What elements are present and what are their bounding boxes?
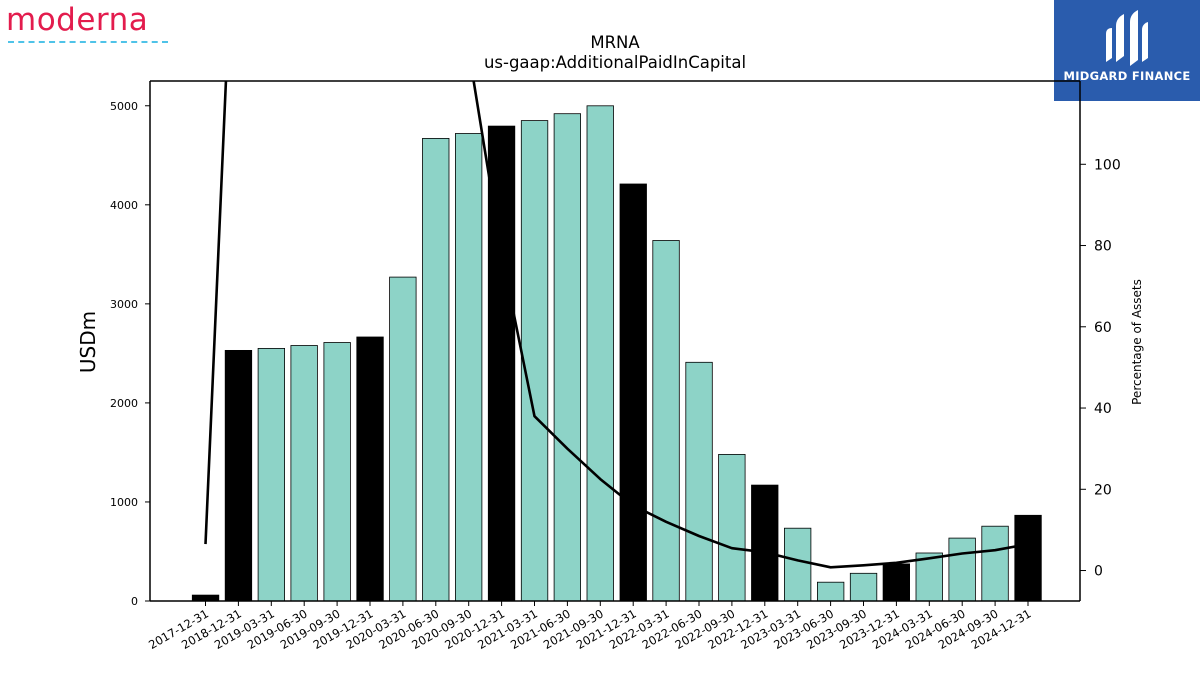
y-tick-label: 4000	[110, 199, 138, 212]
y2-tick-label: 40	[1094, 401, 1112, 417]
bar-2022-12-31	[751, 484, 779, 602]
y2-tick-label: 60	[1094, 320, 1112, 336]
bar-2023-06-30	[817, 581, 845, 602]
bar-2023-03-31	[784, 527, 812, 602]
bar-2021-03-31	[520, 120, 549, 602]
y2-tick-label: 80	[1094, 239, 1112, 255]
moderna-logo-text: moderna	[6, 2, 149, 38]
bar-2024-12-31	[1014, 514, 1042, 602]
percentage-line	[204, 81, 1029, 569]
chart-subtitle: us-gaap:AdditionalPaidInCapital	[484, 53, 746, 72]
bar-2021-06-30	[553, 113, 581, 602]
bar-2019-03-31	[257, 347, 286, 602]
bar-2020-03-31	[389, 276, 417, 602]
y-tick-label: 0	[131, 595, 138, 608]
midgard-logo-mark	[1054, 0, 1200, 101]
y-tick-label: 5000	[110, 100, 138, 113]
bar-2018-12-31	[224, 349, 253, 602]
bar-series	[191, 105, 1042, 602]
bar-2024-09-30	[981, 525, 1009, 602]
y-tick-label: 3000	[110, 298, 138, 311]
bar-2019-06-30	[290, 345, 318, 602]
midgard-finance-badge: MIDGARD FINANCE	[1054, 0, 1200, 101]
y2-axis-label: Percentage of Assets	[1130, 279, 1144, 405]
bar-2017-12-31	[191, 594, 220, 602]
moderna-logo: moderna	[6, 2, 176, 46]
bar-2021-12-31	[619, 183, 647, 602]
y2-tick-label: 0	[1094, 564, 1103, 580]
bar-2022-09-30	[718, 453, 746, 602]
logo-underline	[8, 41, 168, 43]
y-tick-label: 1000	[110, 496, 138, 509]
bar-2022-06-30	[685, 361, 713, 602]
bar-2019-09-30	[323, 342, 351, 602]
bar-2020-06-30	[422, 137, 450, 602]
bar-2024-06-30	[948, 537, 976, 602]
percentage-line-series	[204, 81, 1029, 569]
bar-2022-03-31	[652, 240, 680, 602]
bar-2023-09-30	[849, 572, 878, 602]
y2-tick-label: 100	[1094, 157, 1121, 173]
y-axis-label: USDm	[76, 311, 100, 373]
publisher-name: MIDGARD FINANCE	[1063, 69, 1191, 83]
y-tick-label: 2000	[110, 397, 138, 410]
y2-tick-label: 20	[1094, 482, 1112, 498]
bar-2021-09-30	[586, 105, 614, 602]
bar-2023-12-31	[882, 563, 910, 602]
bar-2020-09-30	[454, 133, 483, 602]
chart-title: MRNA	[590, 33, 640, 52]
bar-2019-12-31	[356, 336, 384, 602]
